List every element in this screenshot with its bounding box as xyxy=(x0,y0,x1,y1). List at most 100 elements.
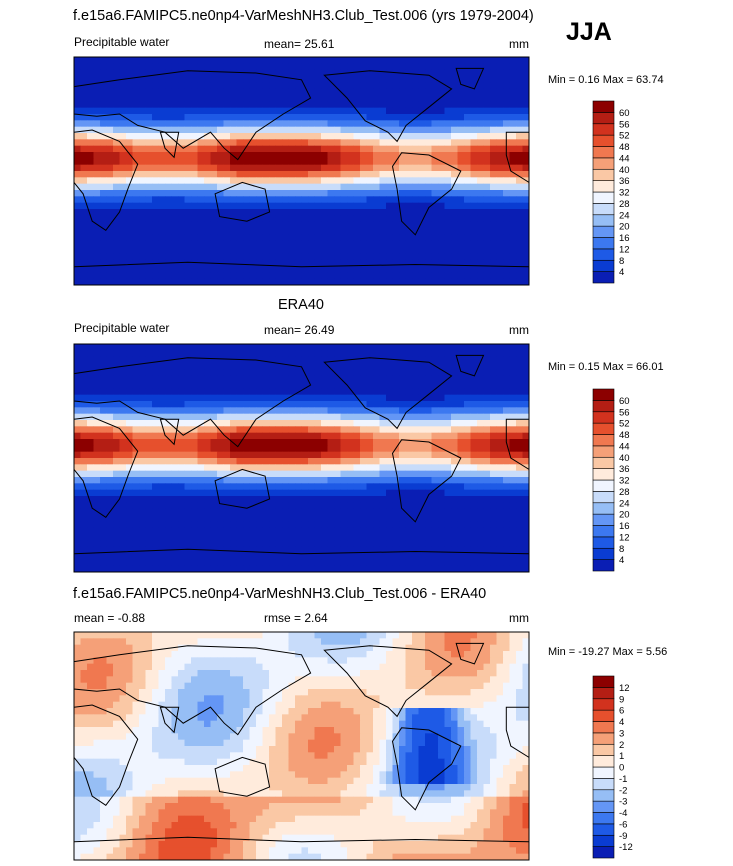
map-cell xyxy=(470,228,478,235)
map-cell xyxy=(509,57,517,64)
map-cell xyxy=(288,470,296,478)
map-cell xyxy=(126,139,133,147)
map-cell xyxy=(340,126,348,134)
map-cell xyxy=(243,253,250,261)
map-cell xyxy=(444,120,452,128)
map-cell xyxy=(490,152,497,159)
map-cell xyxy=(496,266,504,273)
map-cell xyxy=(243,464,250,472)
map-cell xyxy=(490,266,497,273)
map-cell xyxy=(418,120,426,128)
map-cell xyxy=(158,515,166,522)
map-cell xyxy=(321,534,328,541)
map-cell xyxy=(503,394,510,402)
map-cell xyxy=(152,451,159,459)
map-cell xyxy=(301,190,309,197)
map-cell xyxy=(412,158,419,166)
map-cell xyxy=(236,527,244,535)
map-cell xyxy=(451,388,458,396)
map-cell xyxy=(327,240,335,248)
map-cell xyxy=(93,540,101,548)
map-cell xyxy=(132,247,140,254)
map-cell xyxy=(301,259,309,267)
map-cell xyxy=(340,350,348,358)
map-cell xyxy=(126,451,133,459)
map-cell xyxy=(483,527,491,535)
map-cell xyxy=(100,171,107,178)
map-cell xyxy=(509,369,517,377)
map-cell xyxy=(503,272,510,280)
map-cell xyxy=(496,356,504,364)
map-cell xyxy=(197,363,205,370)
map-cell xyxy=(360,508,367,516)
map-cell xyxy=(373,190,380,197)
map-cell xyxy=(308,382,315,389)
map-cell xyxy=(451,133,458,140)
map-cell xyxy=(327,483,335,491)
map-cell xyxy=(87,527,94,535)
map-cell xyxy=(269,420,276,427)
map-cell xyxy=(464,382,471,389)
map-cell xyxy=(158,534,166,541)
map-cell xyxy=(509,120,517,128)
map-cell xyxy=(301,489,309,497)
map-cell xyxy=(191,253,198,261)
map-cell xyxy=(405,426,413,434)
map-cell xyxy=(210,458,218,465)
map-cell xyxy=(366,401,374,408)
map-cell xyxy=(340,209,348,216)
map-cell xyxy=(80,350,88,358)
map-cell xyxy=(425,228,432,235)
map-cell xyxy=(470,407,478,415)
map-cell xyxy=(522,553,530,560)
map-cell xyxy=(431,247,439,254)
map-cell xyxy=(334,228,341,235)
map-cell xyxy=(230,382,237,389)
map-cell xyxy=(171,394,179,402)
map-cell xyxy=(113,266,120,273)
map-cell xyxy=(470,521,478,529)
map-cell xyxy=(113,101,120,109)
colorbar-box xyxy=(592,168,615,181)
map-cell xyxy=(431,401,439,408)
map-cell xyxy=(438,171,445,178)
map-cell xyxy=(256,139,263,147)
map-cell xyxy=(295,259,302,267)
map-cell xyxy=(516,88,523,96)
map-cell xyxy=(145,101,153,109)
map-cell xyxy=(230,88,237,96)
map-cell xyxy=(412,272,419,280)
map-cell xyxy=(178,445,185,453)
map-cell xyxy=(340,426,348,434)
map-cell xyxy=(87,171,94,178)
map-cell xyxy=(412,344,419,351)
map-cell xyxy=(230,107,237,115)
map-cell xyxy=(483,344,491,351)
map-cell xyxy=(392,259,400,267)
map-cell xyxy=(360,369,367,377)
map-cell xyxy=(236,382,244,389)
map-cell xyxy=(431,177,439,185)
map-cell xyxy=(256,483,263,491)
map-cell xyxy=(340,95,348,102)
map-cell xyxy=(126,63,133,71)
map-cell xyxy=(405,259,413,267)
map-cell xyxy=(282,221,289,229)
map-cell xyxy=(490,382,497,389)
map-cell xyxy=(113,228,120,235)
map-cell xyxy=(321,247,328,254)
map-cell xyxy=(87,145,94,153)
map-cell xyxy=(340,464,348,472)
map-cell xyxy=(230,247,237,254)
map-cell xyxy=(425,202,432,210)
map-cell xyxy=(522,426,530,434)
map-cell xyxy=(100,382,107,389)
map-cell xyxy=(288,221,296,229)
map-cell xyxy=(399,477,406,484)
map-cell xyxy=(256,253,263,261)
map-cell xyxy=(399,139,406,147)
map-cell xyxy=(230,101,237,109)
map-cell xyxy=(340,388,348,396)
map-cell xyxy=(87,152,94,159)
map-cell xyxy=(399,508,406,516)
